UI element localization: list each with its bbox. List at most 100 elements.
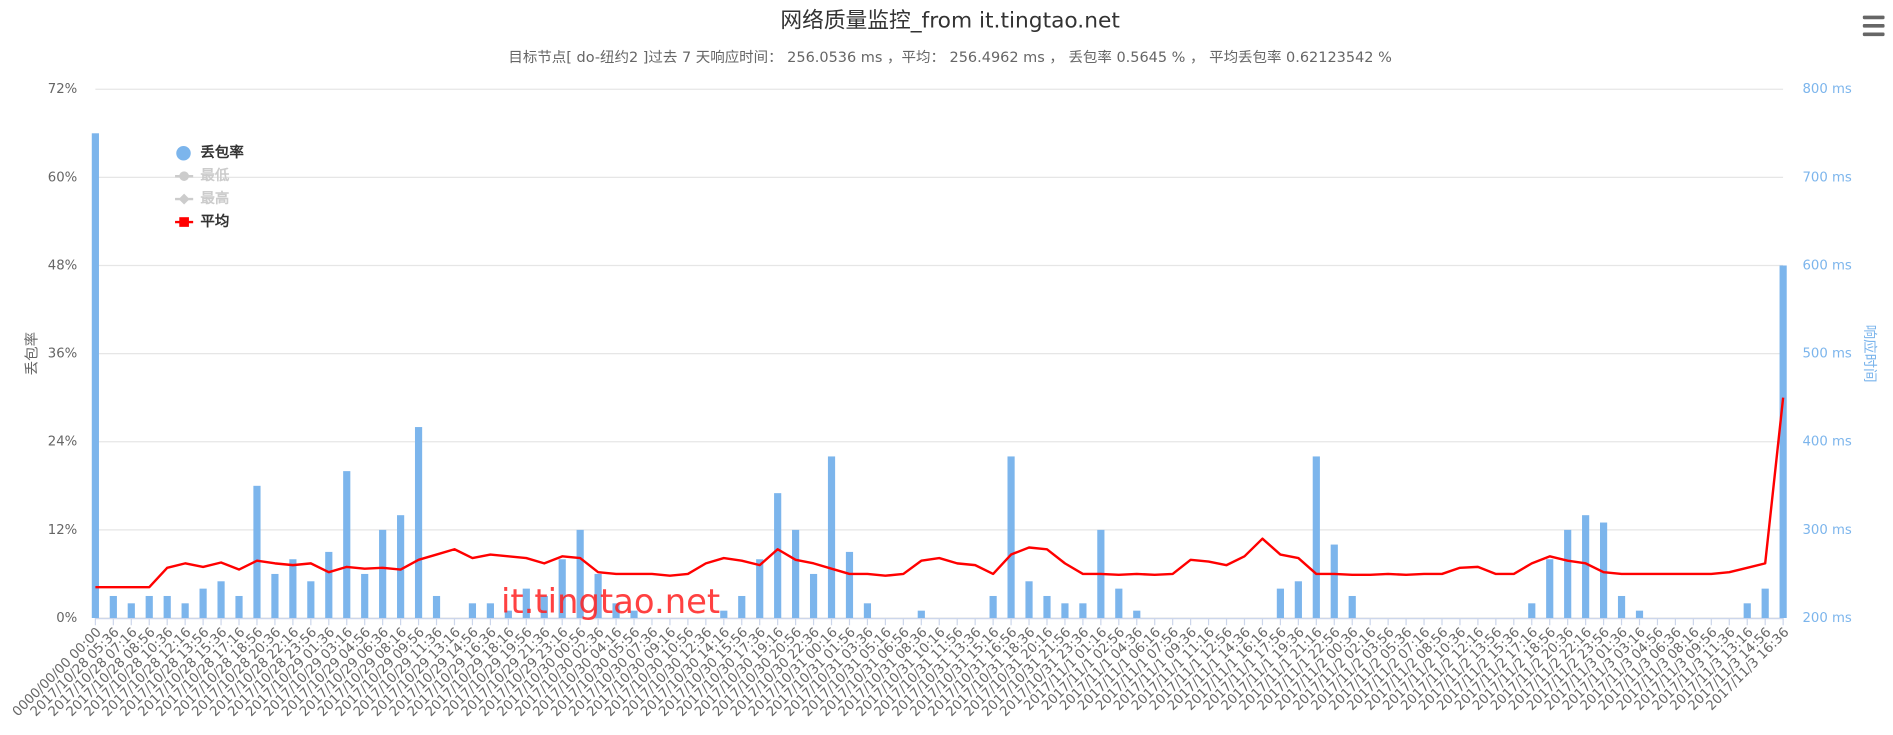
loss-bar — [181, 603, 189, 619]
loss-bar — [792, 529, 800, 619]
menu-bar — [1862, 15, 1885, 20]
loss-bar — [720, 610, 728, 619]
loss-bar — [145, 595, 153, 619]
loss-bar — [1133, 610, 1141, 619]
loss-bar — [1582, 515, 1590, 619]
y2-tick-label: 500 ms — [1802, 347, 1851, 362]
loss-bar — [253, 485, 261, 619]
loss-bar — [774, 493, 782, 619]
y2-tick-label: 600 ms — [1802, 258, 1851, 273]
loss-bar — [863, 603, 872, 619]
legend-item[interactable]: 最低 — [175, 166, 230, 184]
loss-bar — [1294, 581, 1302, 619]
legend-label: 丢包率 — [200, 143, 244, 161]
chart-subtitle: 目标节点[ do-纽约2 ]过去 7 天响应时间： 256.0536 ms ，平… — [508, 48, 1391, 66]
loss-bar — [1115, 588, 1123, 619]
loss-bar — [522, 588, 530, 619]
y-tick-label: 48% — [48, 258, 77, 273]
loss-bar — [325, 551, 333, 619]
y2-tick-label: 800 ms — [1802, 82, 1851, 97]
loss-bar — [1312, 456, 1320, 619]
loss-bar — [1007, 456, 1015, 619]
loss-bar — [289, 559, 297, 619]
loss-bar — [756, 559, 764, 619]
y-axis-title: 丢包率 — [24, 332, 41, 375]
legend-symbol — [179, 171, 189, 181]
loss-bar — [1546, 559, 1554, 619]
loss-bar — [1617, 595, 1626, 619]
loss-bar — [127, 603, 135, 619]
loss-bar — [361, 573, 369, 619]
y2-tick-label: 700 ms — [1802, 170, 1851, 185]
legend-symbol — [176, 145, 191, 161]
loss-bar — [1079, 603, 1087, 619]
loss-bar — [1599, 522, 1608, 619]
loss-bar — [1528, 603, 1536, 619]
loss-bar — [1564, 529, 1572, 619]
loss-bar — [1061, 603, 1069, 619]
y-tick-label: 0% — [56, 611, 77, 626]
loss-bar — [558, 559, 566, 619]
menu-bar — [1862, 32, 1885, 37]
loss-bar — [845, 551, 854, 619]
menu-bar — [1862, 24, 1885, 28]
loss-bar — [217, 581, 225, 619]
loss-bar — [414, 427, 423, 619]
loss-bar — [989, 595, 997, 619]
loss-bar — [379, 529, 387, 619]
y-tick-label: 12% — [48, 523, 77, 538]
loss-bar — [827, 456, 836, 619]
y2-tick-label: 300 ms — [1802, 523, 1851, 538]
legend-item[interactable]: 丢包率 — [176, 143, 244, 161]
menu-button[interactable] — [1862, 15, 1885, 37]
loss-bar — [199, 588, 207, 619]
loss-bar — [91, 133, 99, 619]
loss-bar — [1761, 588, 1769, 619]
y-tick-label: 60% — [48, 170, 77, 185]
legend-label: 平均 — [200, 212, 229, 230]
loss-bar — [1348, 595, 1356, 619]
loss-bar — [235, 595, 243, 619]
loss-bar — [271, 573, 279, 619]
loss-bar — [917, 610, 925, 619]
loss-bar — [1779, 265, 1787, 619]
legend-symbol — [178, 193, 190, 205]
loss-bar — [1276, 588, 1284, 619]
loss-bar — [397, 515, 405, 619]
loss-bar — [109, 595, 117, 619]
loss-bar — [1743, 603, 1751, 619]
legend-symbol — [179, 217, 189, 227]
y-tick-label: 36% — [48, 347, 77, 362]
loss-bar — [1043, 595, 1051, 619]
legend-label: 最高 — [200, 189, 229, 207]
loss-bar — [468, 603, 477, 619]
y2-axis-title: 响应时间 — [1861, 325, 1879, 383]
y-tick-label: 72% — [48, 82, 77, 97]
loss-bar — [594, 573, 602, 619]
loss-bar — [486, 603, 494, 619]
loss-bar — [307, 581, 315, 619]
loss-bar — [504, 610, 512, 619]
y2-tick-label: 200 ms — [1802, 611, 1851, 626]
legend-item[interactable]: 最高 — [175, 189, 229, 207]
avg-line — [95, 397, 1785, 589]
loss-bar — [1330, 544, 1338, 619]
watermark: it.tingtao.net — [501, 582, 720, 621]
loss-bar — [1635, 610, 1644, 619]
loss-bar — [1025, 581, 1033, 619]
y-tick-label: 24% — [48, 435, 77, 450]
loss-bar — [432, 595, 441, 619]
loss-bar — [540, 595, 548, 619]
y2-tick-label: 400 ms — [1802, 435, 1851, 450]
legend-label: 最低 — [200, 166, 229, 184]
loss-bar — [630, 610, 638, 619]
loss-bar — [343, 471, 351, 619]
chart-title: 网络质量监控_from it.tingtao.net — [780, 9, 1119, 34]
loss-bar — [576, 529, 584, 619]
loss-bar — [809, 573, 818, 619]
legend-item[interactable]: 平均 — [175, 212, 229, 230]
loss-bar — [163, 595, 171, 619]
loss-bar — [612, 603, 620, 619]
